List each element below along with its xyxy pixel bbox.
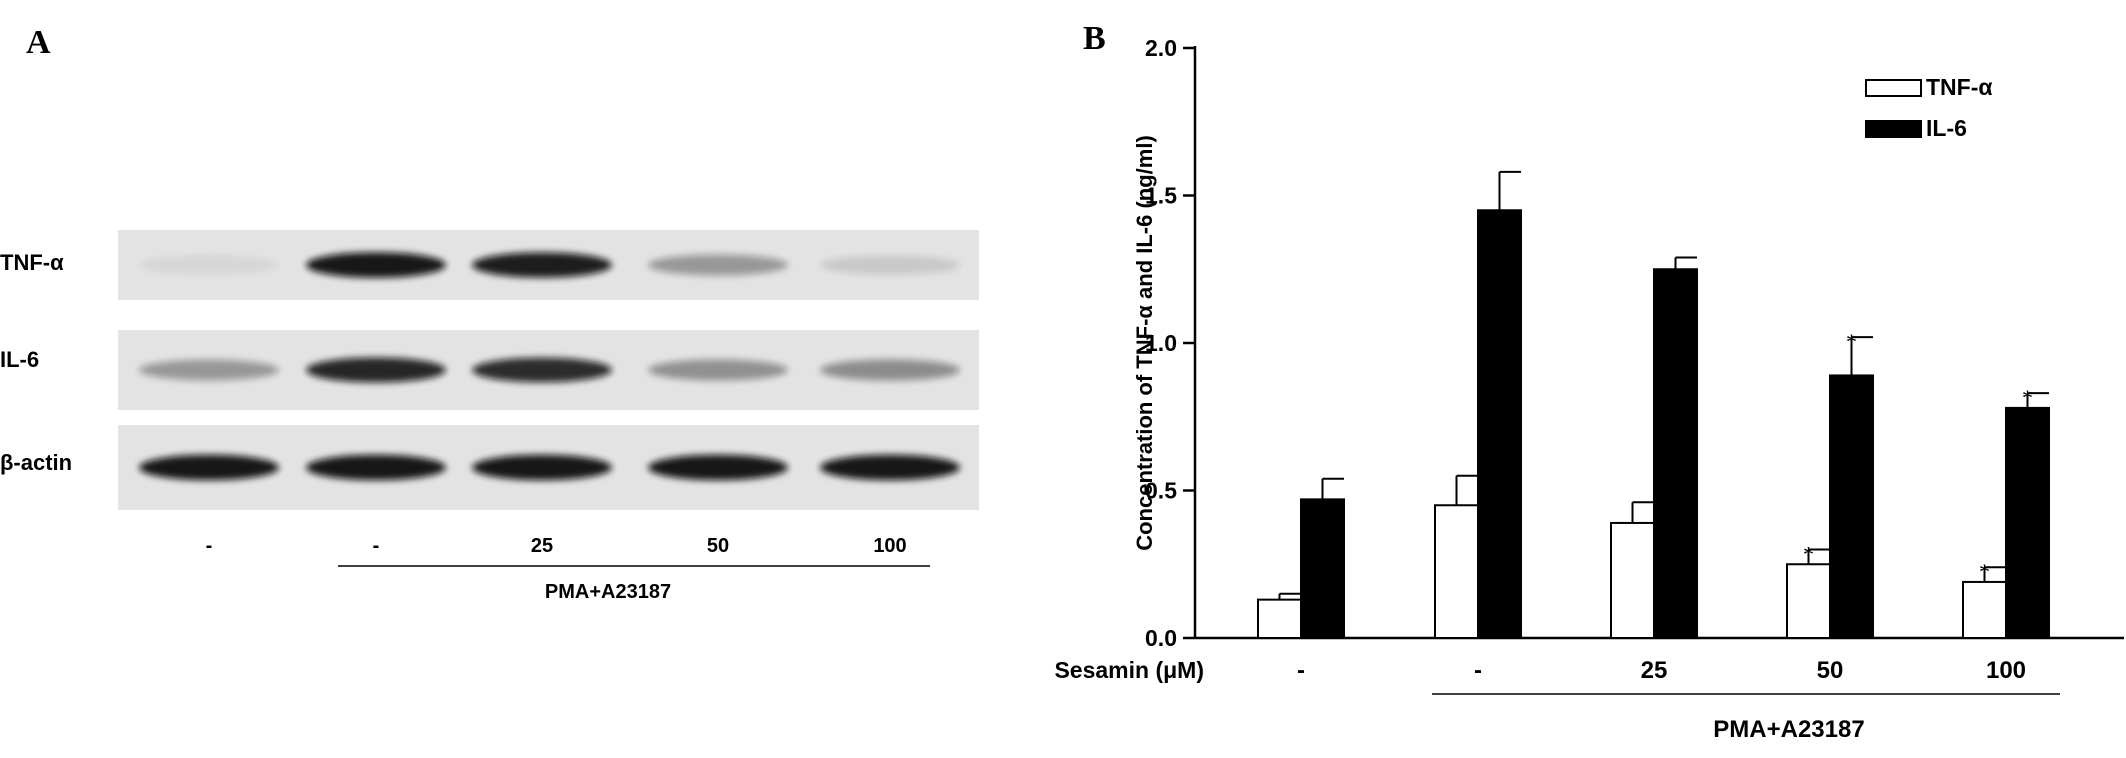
x-tick-label: - [1297, 657, 1305, 684]
legend-swatch [1865, 120, 1922, 138]
blot-band [306, 357, 446, 383]
bar-il6 [1300, 498, 1345, 639]
blot-band [472, 252, 612, 278]
blot-band [648, 359, 788, 381]
blot-group-label: PMA+A23187 [545, 581, 671, 603]
x-tick-label: 25 [1641, 657, 1668, 684]
significance-marker: * [1979, 559, 1990, 584]
y-tick-label: 2.0 [1145, 35, 1177, 61]
x-tick-label: 100 [1986, 657, 2026, 684]
blot-band [820, 454, 960, 481]
bar-tnf [1434, 504, 1479, 639]
blot-lane-label: 50 [707, 535, 729, 557]
bar-il6 [1477, 209, 1522, 639]
bar-il6 [1653, 268, 1698, 639]
blot-band [648, 254, 788, 276]
y-tick-label: 1.5 [1145, 183, 1177, 209]
panel-label-a: A [26, 24, 51, 61]
panel-label-b: B [1083, 20, 1106, 57]
blot-band [306, 252, 446, 278]
blot-lane-label: 100 [873, 535, 906, 557]
blot-band [820, 359, 960, 381]
x-tick-label: 50 [1817, 657, 1844, 684]
blot-lane-label: - [373, 535, 380, 557]
bar-il6 [2005, 406, 2050, 639]
blot-band [139, 255, 279, 275]
blot-band [139, 454, 279, 481]
bar-tnf [1786, 563, 1831, 639]
blot-band [139, 359, 279, 381]
bar-tnf [1257, 598, 1302, 640]
x-tick-label: - [1474, 657, 1482, 684]
blot-row-label: TNF-α [0, 250, 64, 275]
blot-row-label: β-actin [0, 450, 72, 475]
blot-band [820, 255, 960, 275]
bar-tnf [1962, 580, 2007, 640]
x-row-label: Sesamin (μM) [1054, 657, 1204, 683]
y-axis-label: Concentration of TNF-α and IL-6 (ng/ml) [1132, 135, 1157, 551]
y-tick-label: 1.0 [1145, 330, 1177, 356]
significance-marker: * [2022, 385, 2033, 410]
y-tick-label: 0.5 [1145, 478, 1177, 504]
legend-label: IL-6 [1926, 115, 1967, 141]
blot-band [648, 454, 788, 481]
blot-row-label: IL-6 [0, 347, 39, 372]
legend-label: TNF-α [1926, 74, 1993, 100]
blot-lane-label: - [206, 535, 213, 557]
legend-swatch [1865, 79, 1922, 97]
significance-marker: * [1803, 542, 1814, 567]
significance-marker: * [1846, 329, 1857, 354]
western-blot: TNF-α IL-6 β-actin - - 25 50 100 PMA+A23187 [0, 230, 979, 603]
blot-lane-label: 25 [531, 535, 553, 557]
bar-il6 [1829, 374, 1874, 639]
group-label: PMA+A23187 [1713, 716, 1864, 743]
blot-band [306, 454, 446, 481]
y-tick-label: 0.0 [1145, 625, 1177, 651]
blot-band [472, 357, 612, 383]
blot-band [472, 454, 612, 481]
bar-tnf [1610, 521, 1655, 640]
